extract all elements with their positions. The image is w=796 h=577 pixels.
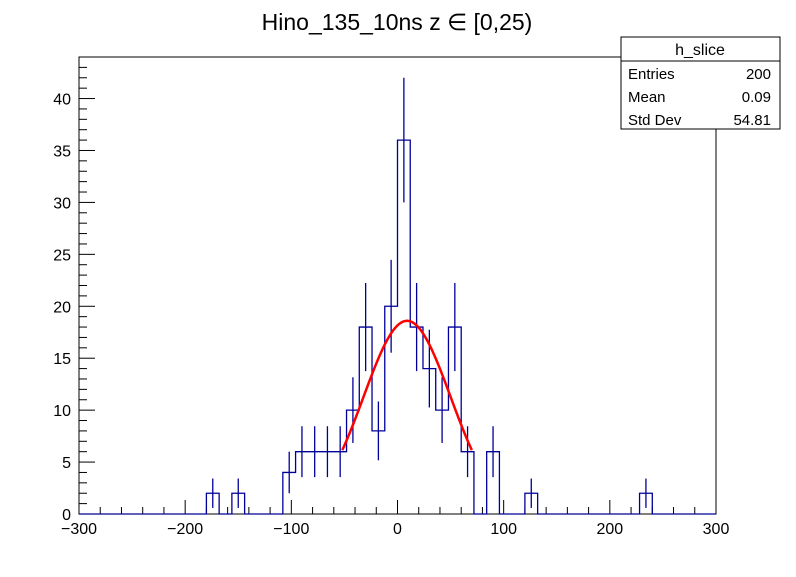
stats-label-stddev: Std Dev: [628, 112, 682, 129]
x-tick-label: −200: [167, 521, 203, 538]
y-tick-label: 5: [62, 455, 71, 472]
histogram-bin: [423, 369, 436, 514]
y-tick-label: 10: [53, 403, 71, 420]
histogram-bin: [525, 493, 538, 514]
y-tick-label: 0: [62, 507, 71, 524]
histogram-bin: [308, 452, 321, 514]
y-tick-label: 40: [53, 92, 71, 109]
histogram-bin: [359, 327, 372, 514]
stats-label-entries: Entries: [628, 66, 675, 83]
y-tick-label: 35: [53, 143, 71, 160]
x-tick-label: 100: [490, 521, 517, 538]
histogram-bin: [410, 327, 423, 514]
y-tick-label: 20: [53, 299, 71, 316]
chart-title: Hino_135_10ns z ∈ [0,25): [262, 9, 533, 35]
histogram-bin: [385, 306, 398, 514]
x-tick-label: −100: [273, 521, 309, 538]
stats-title: h_slice: [675, 42, 725, 59]
x-tick-label: 300: [703, 521, 730, 538]
histogram-bin: [372, 431, 385, 514]
histogram-bin: [436, 410, 449, 514]
x-tick-label: −300: [61, 521, 97, 538]
stats-value-stddev: 54.81: [733, 112, 771, 129]
stats-value-entries: 200: [746, 66, 771, 83]
stats-label-mean: Mean: [628, 89, 666, 106]
x-tick-label: 0: [393, 521, 402, 538]
y-tick-label: 30: [53, 195, 71, 212]
histogram-bin: [487, 452, 500, 514]
histogram-bin: [232, 493, 245, 514]
histogram-bin: [206, 493, 219, 514]
stats-value-mean: 0.09: [742, 89, 771, 106]
histogram-bin: [461, 452, 474, 514]
y-tick-label: 15: [53, 351, 71, 368]
histogram-bin: [334, 452, 347, 514]
histogram-bin: [283, 472, 296, 514]
gaussian-fit-curve: [341, 319, 473, 451]
x-tick-label: 200: [596, 521, 623, 538]
histogram-bin: [321, 452, 334, 514]
y-tick-label: 25: [53, 247, 71, 264]
histogram-bin: [398, 140, 411, 514]
histogram-bin: [296, 452, 309, 514]
histogram-bin: [640, 493, 653, 514]
stats-box: h_slice Entries 200 Mean 0.09 Std Dev 54…: [620, 36, 781, 130]
